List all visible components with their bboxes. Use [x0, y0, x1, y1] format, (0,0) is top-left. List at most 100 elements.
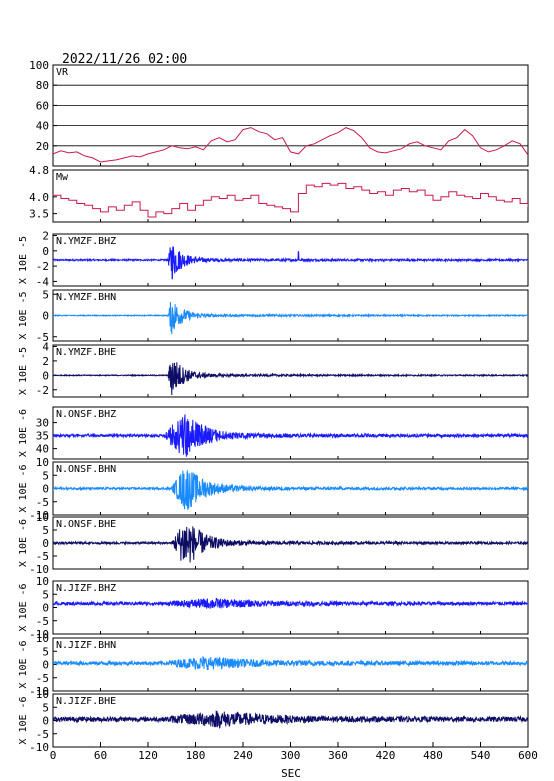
y-tick-label: 0 [42, 369, 49, 382]
y-tick-label: 20 [36, 140, 49, 153]
trace-onsf_bhz [53, 414, 528, 457]
y-axis-label: X 10E -5 [18, 291, 29, 339]
panel-frame [52, 64, 529, 167]
y-tick-label: 5 [42, 588, 49, 601]
y-tick-label: -5 [36, 728, 49, 741]
x-tick-label: 540 [471, 749, 491, 762]
y-axis-label: X 10E -6 [18, 519, 29, 567]
x-tick-label: 360 [328, 749, 348, 762]
y-tick-label: -5 [36, 672, 49, 685]
x-axis: 0 60 120 180 240 300 360 420 480 540 600 [50, 742, 538, 762]
y-tick-label: -10 [29, 685, 49, 698]
panel-mw: 4.8 4.0 3.5 Mw [29, 164, 529, 223]
y-tick-label: 40 [36, 120, 49, 133]
y-tick-label: 10 [36, 456, 49, 469]
panel-title: N.JIZF.BHZ [56, 583, 116, 594]
panel-vr: 100 80 60 40 20 VR [29, 59, 529, 167]
panel-ymz_bhe: 4 20 -2 N.YMZF.BHE X 10E -5 [18, 340, 529, 398]
trace-jiz_bhn [53, 655, 528, 670]
panel-frame [52, 169, 529, 223]
y-tick-label: -10 [29, 628, 49, 641]
panel-frame [52, 406, 529, 460]
y-axis-label: X 10E -6 [18, 640, 29, 688]
panel-title: N.JIZF.BHE [56, 696, 116, 707]
y-axis-label: X 10E -6 [18, 464, 29, 512]
y-axis-label: X 10E -6 [18, 696, 29, 744]
y-tick-label: 3.5 [29, 208, 49, 221]
trace-vr [53, 127, 528, 163]
y-tick-label: 10 [36, 632, 49, 645]
panel-title: Mw [56, 172, 69, 183]
trace-jiz_bhz [53, 597, 528, 609]
y-tick-label: 0 [42, 245, 49, 258]
trace-ymz_bhe [53, 362, 528, 396]
y-axis-label: X 10E -5 [18, 347, 29, 395]
y-tick-label: 0 [42, 483, 49, 496]
y-tick-label: 10 [36, 688, 49, 701]
y-tick-label: -10 [29, 509, 49, 522]
x-axis-label: SEC [281, 767, 301, 780]
y-tick-label: 5 [42, 524, 49, 537]
y-tick-label: 60 [36, 99, 49, 112]
trace-ymz_bhn [53, 302, 528, 335]
y-axis-label: X 10E -6 [18, 409, 29, 457]
y-tick-label: 5 [42, 701, 49, 714]
x-tick-label: 300 [281, 749, 301, 762]
panel-title: VR [56, 67, 69, 78]
y-tick-label: 10 [36, 511, 49, 524]
y-tick-label: -5 [36, 496, 49, 509]
y-tick-label: -2 [36, 384, 49, 397]
panel-ymz_bhn: 5 0 -5 N.YMZF.BHN X 10E -5 [18, 288, 529, 344]
y-tick-label: 0 [42, 602, 49, 615]
y-tick-label: 2 [42, 230, 49, 243]
x-tick-label: 0 [50, 749, 57, 762]
y-tick-label: -5 [36, 550, 49, 563]
y-tick-label: 4.8 [29, 164, 49, 177]
panel-frame [52, 580, 529, 635]
y-tick-label: -4 [36, 275, 50, 288]
x-tick-label: 420 [376, 749, 396, 762]
x-tick-label: 600 [518, 749, 538, 762]
y-tick-label: 4 [42, 340, 49, 353]
y-axis-label: X 10E -6 [18, 583, 29, 631]
x-tick-label: 60 [94, 749, 107, 762]
y-tick-label: 0 [42, 659, 49, 672]
y-tick-label: 5 [42, 645, 49, 658]
y-tick-label: -10 [29, 563, 49, 576]
panel-title: N.ONSF.BHE [56, 519, 116, 530]
x-tick-label: 120 [138, 749, 158, 762]
y-tick-label: 5 [42, 469, 49, 482]
panel-title: N.YMZF.BHN [56, 292, 116, 303]
y-tick-label: 30 [36, 417, 49, 430]
panel-title: N.ONSF.BHN [56, 464, 116, 475]
trace-mw [53, 182, 528, 218]
panel-title: N.ONSF.BHZ [56, 409, 116, 420]
y-tick-label: -10 [29, 741, 49, 754]
y-tick-label: 2 [42, 355, 49, 368]
y-tick-label: 80 [36, 79, 49, 92]
x-tick-label: 480 [423, 749, 443, 762]
y-tick-label: 100 [29, 59, 49, 72]
y-tick-label: 0 [42, 715, 49, 728]
x-tick-label: 240 [233, 749, 253, 762]
trace-jiz_bhe [53, 710, 528, 729]
y-tick-label: 35 [36, 430, 49, 443]
datetime-header: 2022/11/26 02:00 [62, 52, 187, 67]
panel-title: N.YMZF.BHE [56, 347, 116, 358]
panels: 10080604020VR4.84.03.5Mw20-2-4N.YMZF.BHZ… [18, 59, 529, 754]
y-tick-label: 0 [42, 537, 49, 550]
y-tick-label: 4.0 [29, 191, 49, 204]
y-tick-label: 0 [42, 310, 49, 323]
y-tick-label: 40 [36, 443, 49, 456]
panel-title: N.JIZF.BHN [56, 640, 116, 651]
panel-ymz_bhz: 2 0 -2 -4 N.YMZF.BHZ X 10E -5 [18, 230, 529, 288]
y-tick-label: 10 [36, 575, 49, 588]
y-tick-label: -2 [36, 260, 49, 273]
